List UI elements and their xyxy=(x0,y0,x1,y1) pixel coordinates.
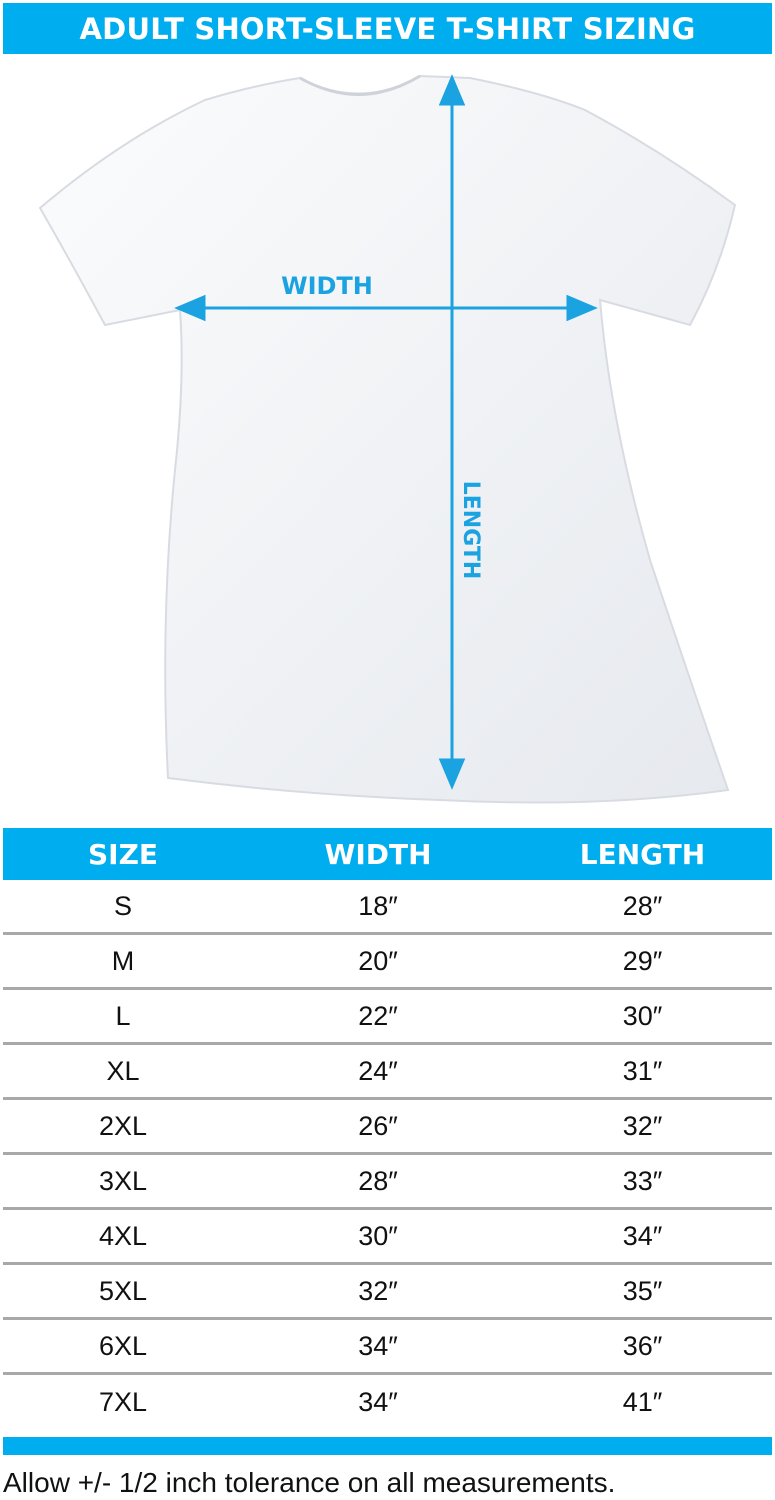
length-cell: 30″ xyxy=(622,1000,663,1031)
table-header: SIZE WIDTH LENGTH xyxy=(3,828,772,880)
table-row: 7XL 34″ 41″ xyxy=(3,1375,772,1430)
length-cell: 31″ xyxy=(622,1055,663,1086)
size-cell: 6XL xyxy=(98,1330,148,1361)
size-cell: 7XL xyxy=(98,1387,148,1417)
width-cell: 32″ xyxy=(358,1275,398,1306)
bottom-accent-bar xyxy=(3,1437,772,1455)
width-cell: 20″ xyxy=(358,945,398,976)
header-length: LENGTH xyxy=(579,837,706,871)
header-size: SIZE xyxy=(87,837,158,871)
width-cell: 26″ xyxy=(358,1110,398,1141)
table-row: 6XL 34″ 36″ xyxy=(3,1320,772,1375)
table-row: S 18″ 28″ xyxy=(3,880,772,935)
width-label: WIDTH xyxy=(281,272,373,300)
tolerance-note: Allow +/- 1/2 inch tolerance on all meas… xyxy=(3,1467,616,1498)
width-cell: 24″ xyxy=(358,1055,398,1086)
width-cell: 34″ xyxy=(358,1387,398,1417)
table-row: 4XL 30″ 34″ xyxy=(3,1210,772,1265)
length-cell: 33″ xyxy=(622,1165,663,1196)
length-cell: 34″ xyxy=(622,1220,663,1251)
width-cell: 18″ xyxy=(358,890,398,921)
length-arrow xyxy=(438,74,466,790)
length-cell: 35″ xyxy=(622,1275,663,1306)
table-row: L 22″ 30″ xyxy=(3,990,772,1045)
page-title: ADULT SHORT-SLEEVE T-SHIRT SIZING xyxy=(3,3,772,54)
header-width: WIDTH xyxy=(324,837,432,871)
length-cell: 29″ xyxy=(622,945,663,976)
size-cell: 2XL xyxy=(98,1110,148,1141)
table-row: M 20″ 29″ xyxy=(3,935,772,990)
width-cell: 30″ xyxy=(358,1220,398,1251)
length-cell: 28″ xyxy=(622,890,663,921)
table-row: 5XL 32″ 35″ xyxy=(3,1265,772,1320)
size-cell: M xyxy=(111,945,135,976)
table-row: XL 24″ 31″ xyxy=(3,1045,772,1100)
size-cell: 3XL xyxy=(98,1165,148,1196)
tshirt-illustration xyxy=(38,74,737,804)
width-arrow xyxy=(174,294,598,322)
size-cell: L xyxy=(115,1000,131,1031)
tshirt-diagram: WIDTH LENGTH xyxy=(38,74,737,804)
length-cell: 36″ xyxy=(622,1330,663,1361)
length-label: LENGTH xyxy=(458,481,483,580)
width-cell: 28″ xyxy=(358,1165,398,1196)
width-cell: 34″ xyxy=(358,1330,398,1361)
size-cell: XL xyxy=(106,1055,140,1086)
length-cell: 41″ xyxy=(622,1387,663,1417)
length-cell: 32″ xyxy=(622,1110,663,1141)
width-cell: 22″ xyxy=(358,1000,398,1031)
table-row: 2XL 26″ 32″ xyxy=(3,1100,772,1155)
size-cell: 4XL xyxy=(98,1220,148,1251)
size-cell: 5XL xyxy=(98,1275,148,1306)
size-cell: S xyxy=(113,890,132,921)
table-row: 3XL 28″ 33″ xyxy=(3,1155,772,1210)
size-table: SIZE WIDTH LENGTH S 18″ 28″ M 20″ 29″ L 22″ 30″ X… xyxy=(3,828,772,1430)
